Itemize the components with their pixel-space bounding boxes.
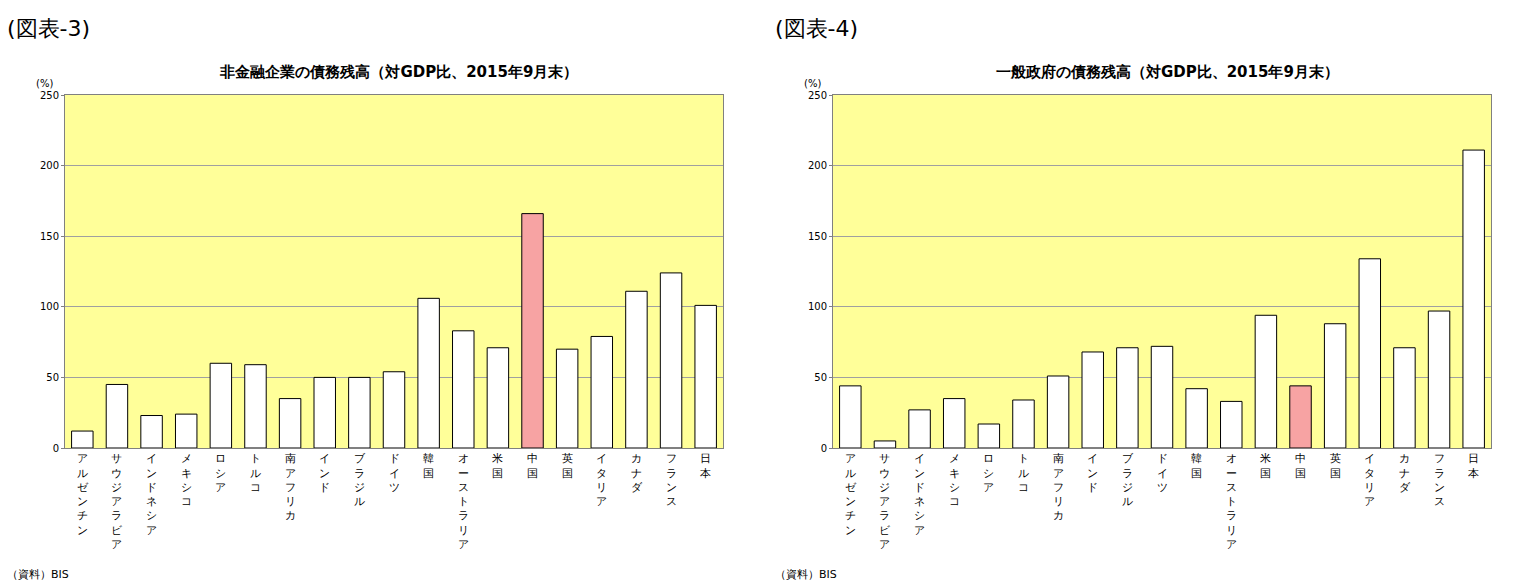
svg-text:日本: 日本 [700,452,711,479]
svg-text:150: 150 [808,231,827,242]
svg-text:（資料）BIS: （資料）BIS [7,568,69,581]
svg-text:非金融企業の債務残高（対GDP比、2015年9月末）: 非金融企業の債務残高（対GDP比、2015年9月末） [219,63,578,81]
svg-text:イタリア: イタリア [1364,452,1375,508]
svg-text:インド: インド [319,452,330,494]
svg-text:インド: インド [1087,452,1098,494]
svg-text:(図表-4): (図表-4) [775,16,858,41]
svg-text:ドイツ: ドイツ [1157,452,1168,494]
svg-text:韓国: 韓国 [423,452,434,479]
svg-text:イタリア: イタリア [596,452,607,508]
svg-text:南アフリカ: 南アフリカ [1053,452,1064,522]
svg-text:50: 50 [814,372,827,383]
svg-text:(図表-3): (図表-3) [7,16,90,41]
svg-text:中国: 中国 [527,452,538,479]
svg-text:韓国: 韓国 [1191,452,1202,479]
svg-text:ブラジル: ブラジル [354,452,366,508]
svg-text:米国: 米国 [1260,452,1271,479]
svg-text:フランス: フランス [1434,452,1445,508]
svg-text:インドネシア: インドネシア [146,452,157,537]
svg-text:(%): (%) [804,78,821,89]
svg-text:インドネシア: インドネシア [914,452,925,537]
svg-text:ロシア: ロシア [215,452,226,494]
svg-text:アルゼンチン: アルゼンチン [845,452,857,537]
svg-text:ロシア: ロシア [983,452,994,494]
svg-text:オーストラリア: オーストラリア [1226,452,1237,551]
svg-text:南アフリカ: 南アフリカ [285,452,296,522]
svg-text:日本: 日本 [1468,452,1479,479]
svg-text:カナダ: カナダ [1399,452,1411,494]
svg-text:米国: 米国 [492,452,503,479]
svg-text:アルゼンチン: アルゼンチン [77,452,89,537]
svg-text:トルコ: トルコ [250,452,261,494]
svg-text:ブラジル: ブラジル [1122,452,1134,508]
svg-text:100: 100 [808,301,827,312]
svg-text:250: 250 [40,90,59,101]
svg-text:中国: 中国 [1295,452,1306,479]
svg-text:ドイツ: ドイツ [389,452,400,494]
svg-text:50: 50 [46,372,59,383]
svg-text:（資料）BIS: （資料）BIS [775,568,837,581]
svg-text:0: 0 [821,443,827,454]
svg-text:150: 150 [40,231,59,242]
svg-text:トルコ: トルコ [1018,452,1029,494]
svg-text:サウジアラビア: サウジアラビア [879,452,891,551]
svg-text:フランス: フランス [666,452,677,508]
svg-text:英国: 英国 [562,452,573,479]
svg-text:英国: 英国 [1330,452,1341,479]
svg-text:200: 200 [40,160,59,171]
svg-text:メキシコ: メキシコ [181,452,192,508]
svg-text:200: 200 [808,160,827,171]
svg-text:250: 250 [808,90,827,101]
svg-text:0: 0 [53,443,59,454]
svg-text:(%): (%) [36,78,53,89]
svg-text:メキシコ: メキシコ [949,452,960,508]
svg-text:オーストラリア: オーストラリア [458,452,469,551]
svg-text:カナダ: カナダ [631,452,643,494]
svg-text:一般政府の債務残高（対GDP比、2015年9月末）: 一般政府の債務残高（対GDP比、2015年9月末） [996,63,1339,81]
svg-text:サウジアラビア: サウジアラビア [111,452,123,551]
svg-text:100: 100 [40,301,59,312]
